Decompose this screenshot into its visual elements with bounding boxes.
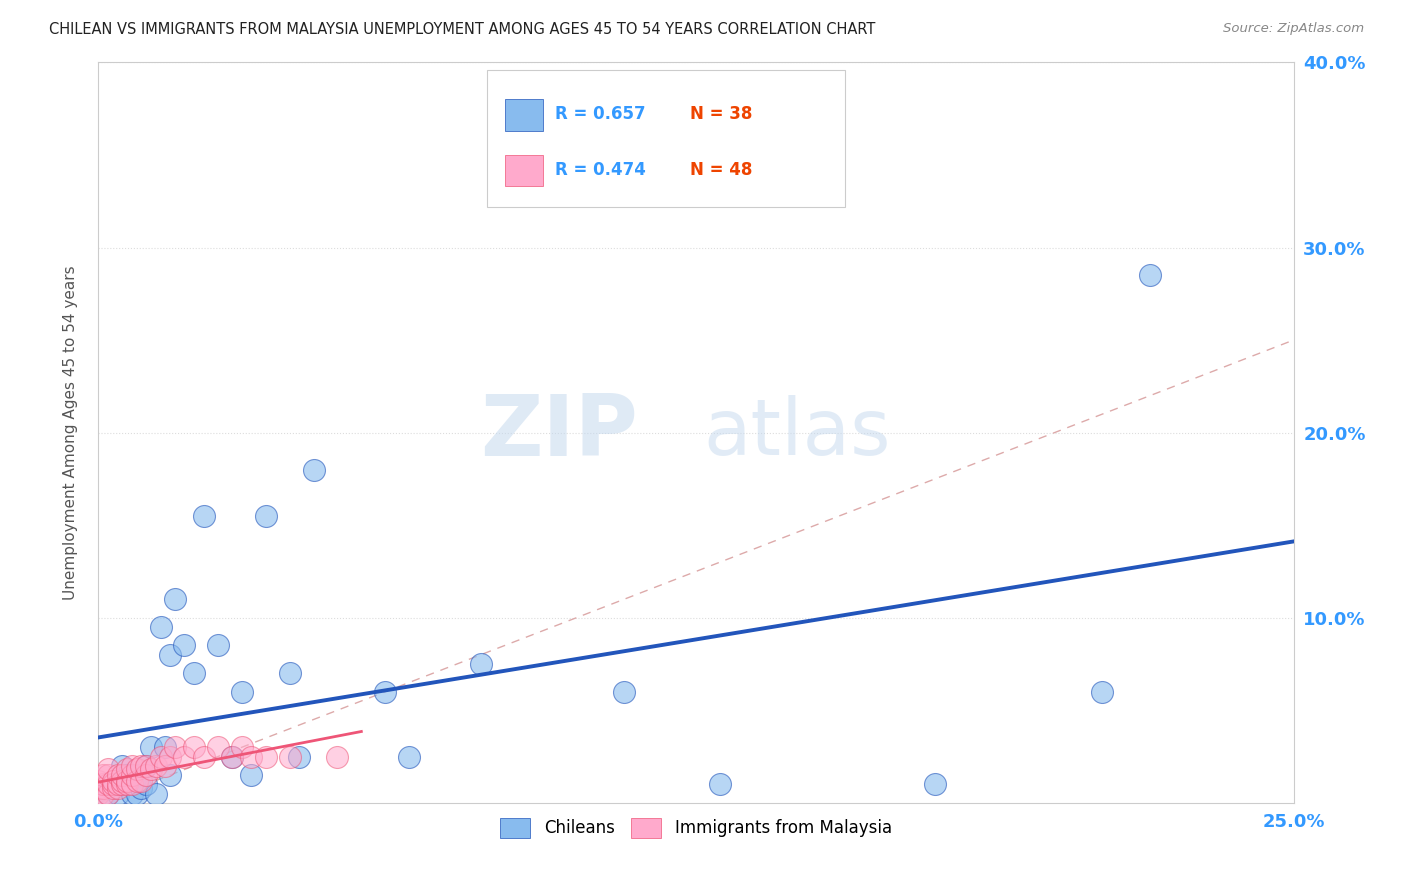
FancyBboxPatch shape bbox=[486, 70, 845, 207]
Point bbox=[97, 777, 120, 791]
Point bbox=[221, 749, 243, 764]
Point bbox=[302, 462, 325, 476]
Point bbox=[115, 768, 138, 782]
Point bbox=[101, 773, 124, 788]
Point bbox=[111, 777, 134, 791]
Point bbox=[111, 768, 134, 782]
Text: N = 48: N = 48 bbox=[690, 161, 752, 178]
Point bbox=[111, 758, 134, 772]
Point bbox=[254, 749, 277, 764]
Point bbox=[121, 768, 143, 782]
Text: CHILEAN VS IMMIGRANTS FROM MALAYSIA UNEMPLOYMENT AMONG AGES 45 TO 54 YEARS CORRE: CHILEAN VS IMMIGRANTS FROM MALAYSIA UNEM… bbox=[49, 22, 876, 37]
Text: R = 0.474: R = 0.474 bbox=[555, 161, 645, 178]
Point bbox=[207, 740, 229, 755]
Point bbox=[145, 758, 167, 772]
Text: N = 38: N = 38 bbox=[690, 105, 752, 123]
Point bbox=[221, 749, 243, 764]
Point bbox=[254, 508, 277, 523]
Point bbox=[131, 758, 153, 772]
Point bbox=[149, 749, 172, 764]
Point bbox=[91, 780, 114, 795]
Point bbox=[101, 777, 124, 791]
Text: Source: ZipAtlas.com: Source: ZipAtlas.com bbox=[1223, 22, 1364, 36]
Point bbox=[91, 787, 114, 801]
Point bbox=[111, 773, 134, 788]
Point bbox=[101, 780, 124, 795]
Point bbox=[183, 666, 205, 681]
Point bbox=[139, 763, 162, 777]
Point bbox=[131, 773, 153, 788]
Text: atlas: atlas bbox=[704, 394, 891, 471]
Point bbox=[163, 740, 186, 755]
Point bbox=[207, 639, 229, 653]
Point bbox=[288, 749, 311, 764]
Point bbox=[115, 773, 138, 788]
Point bbox=[131, 780, 153, 795]
Text: R = 0.657: R = 0.657 bbox=[555, 105, 645, 123]
Text: ZIP: ZIP bbox=[479, 391, 637, 475]
Point bbox=[149, 620, 172, 634]
Point bbox=[101, 777, 124, 791]
Point bbox=[139, 740, 162, 755]
Point bbox=[91, 777, 114, 791]
Point bbox=[97, 763, 120, 777]
Point bbox=[193, 749, 215, 764]
Point bbox=[115, 763, 138, 777]
Point bbox=[125, 787, 148, 801]
Point bbox=[155, 758, 177, 772]
Point bbox=[135, 758, 157, 772]
FancyBboxPatch shape bbox=[505, 155, 543, 186]
Point bbox=[107, 780, 129, 795]
Point bbox=[173, 749, 195, 764]
Point bbox=[125, 768, 148, 782]
Point bbox=[613, 685, 636, 699]
Point bbox=[135, 768, 157, 782]
Point bbox=[121, 758, 143, 772]
Point bbox=[111, 777, 134, 791]
Point bbox=[1139, 268, 1161, 283]
Point bbox=[278, 749, 301, 764]
Point bbox=[121, 777, 143, 791]
Point bbox=[87, 780, 110, 795]
Point bbox=[173, 639, 195, 653]
Point bbox=[193, 508, 215, 523]
Point bbox=[121, 787, 143, 801]
Point bbox=[231, 685, 253, 699]
Point bbox=[107, 787, 129, 801]
Point bbox=[97, 768, 120, 782]
Point bbox=[326, 749, 349, 764]
Point bbox=[97, 787, 120, 801]
Point bbox=[145, 787, 167, 801]
Legend: Chileans, Immigrants from Malaysia: Chileans, Immigrants from Malaysia bbox=[492, 809, 900, 847]
Point bbox=[115, 777, 138, 791]
Point bbox=[374, 685, 396, 699]
Point bbox=[91, 768, 114, 782]
Point bbox=[107, 777, 129, 791]
Point bbox=[183, 740, 205, 755]
Point bbox=[159, 768, 181, 782]
Point bbox=[125, 763, 148, 777]
Point bbox=[87, 787, 110, 801]
Y-axis label: Unemployment Among Ages 45 to 54 years: Unemployment Among Ages 45 to 54 years bbox=[63, 265, 77, 600]
Point bbox=[159, 648, 181, 662]
Point bbox=[398, 749, 420, 764]
Point bbox=[155, 740, 177, 755]
Point bbox=[924, 777, 946, 791]
Point bbox=[107, 768, 129, 782]
Point bbox=[278, 666, 301, 681]
Point bbox=[470, 657, 492, 671]
Point bbox=[240, 749, 263, 764]
FancyBboxPatch shape bbox=[505, 99, 543, 130]
Point bbox=[1091, 685, 1114, 699]
Point bbox=[163, 592, 186, 607]
Point bbox=[159, 749, 181, 764]
Point bbox=[240, 768, 263, 782]
Point bbox=[231, 740, 253, 755]
Point bbox=[135, 758, 157, 772]
Point bbox=[135, 777, 157, 791]
Point bbox=[87, 773, 110, 788]
Point bbox=[709, 777, 731, 791]
Point bbox=[97, 787, 120, 801]
Point bbox=[125, 773, 148, 788]
